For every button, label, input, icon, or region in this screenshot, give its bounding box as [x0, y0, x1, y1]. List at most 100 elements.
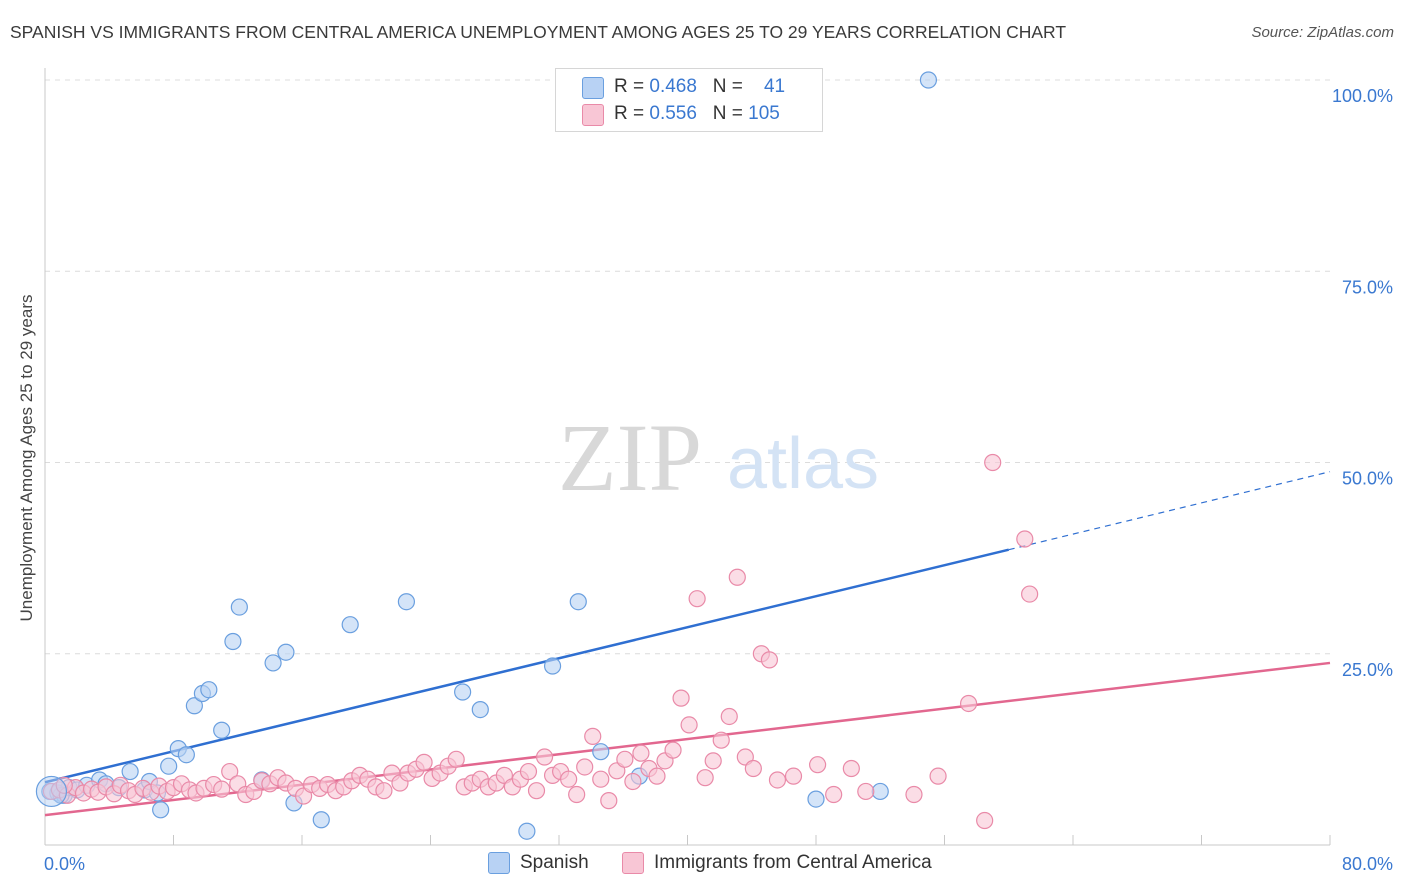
point-spanish: [592, 743, 610, 761]
point-immigrants: [1021, 585, 1039, 603]
watermark-zip: ZIP: [558, 404, 702, 511]
legend-swatch-immigrants: [622, 852, 644, 874]
point-spanish: [264, 654, 282, 672]
point-immigrants: [672, 689, 690, 707]
watermark: ZIP atlas: [558, 404, 879, 511]
x-tick-label: 0.0%: [44, 854, 85, 874]
legend-r-value: 0.556: [649, 103, 697, 124]
point-immigrants: [929, 767, 947, 785]
point-immigrants: [712, 731, 730, 749]
point-immigrants: [728, 568, 746, 586]
legend-n-label: N =: [712, 103, 749, 124]
point-immigrants: [447, 750, 465, 768]
legend-n-label: N =: [712, 76, 749, 97]
point-spanish: [518, 822, 536, 840]
point-spanish: [312, 811, 330, 829]
gridlines: [45, 79, 1330, 655]
legend-swatch-blue: [582, 77, 604, 99]
point-spanish: [277, 643, 295, 661]
tick-labels: 100.0% 75.0% 50.0% 25.0% 0.0% 80.0%: [44, 86, 1393, 874]
point-immigrants: [680, 716, 698, 734]
point-spanish: [230, 598, 248, 616]
legend-n-value: 105: [748, 103, 780, 124]
point-spanish: [569, 593, 587, 611]
point-spanish: [177, 746, 195, 764]
point-immigrants: [600, 792, 618, 810]
point-immigrants: [535, 748, 554, 766]
point-spanish: [543, 657, 562, 675]
y-tick-label: 50.0%: [1342, 469, 1393, 489]
y-tick-label: 25.0%: [1342, 660, 1393, 680]
point-immigrants: [744, 759, 762, 778]
x-tick-label: 80.0%: [1342, 854, 1393, 874]
data-points: [35, 71, 1039, 840]
point-spanish: [35, 775, 68, 808]
chart-title: SPANISH VS IMMIGRANTS FROM CENTRAL AMERI…: [10, 22, 1067, 42]
point-immigrants: [375, 782, 393, 800]
y-tick-label: 75.0%: [1342, 277, 1393, 297]
point-immigrants: [768, 771, 787, 789]
point-immigrants: [720, 707, 738, 726]
point-immigrants: [560, 770, 578, 788]
point-immigrants: [760, 651, 779, 669]
point-immigrants: [415, 753, 433, 771]
point-immigrants: [527, 782, 546, 800]
point-immigrants: [568, 785, 586, 804]
point-spanish: [152, 801, 170, 819]
watermark-atlas: atlas: [727, 424, 879, 504]
point-immigrants: [648, 767, 666, 785]
point-immigrants: [664, 741, 682, 759]
point-immigrants: [825, 785, 843, 804]
point-spanish: [213, 721, 231, 739]
legend-r-label: R =: [614, 76, 650, 97]
point-immigrants: [221, 762, 239, 781]
trend-line-spanish: [44, 548, 1010, 784]
point-spanish: [871, 782, 889, 801]
point-spanish: [200, 681, 218, 699]
point-immigrants: [576, 758, 594, 776]
series-legend: Spanish Immigrants from Central America: [0, 852, 1406, 878]
point-immigrants: [857, 782, 875, 801]
point-immigrants: [959, 694, 978, 713]
point-immigrants: [809, 756, 827, 774]
point-immigrants: [688, 590, 706, 608]
point-spanish: [807, 790, 825, 808]
point-immigrants: [984, 453, 1002, 472]
legend-item-immigrants[interactable]: Immigrants from Central America: [622, 852, 932, 874]
point-spanish: [121, 762, 139, 781]
point-immigrants: [696, 769, 714, 787]
point-spanish: [471, 700, 489, 719]
point-immigrants: [592, 770, 610, 788]
point-immigrants: [632, 744, 650, 762]
point-immigrants: [784, 767, 803, 785]
legend-label-spanish: Spanish: [520, 852, 589, 873]
point-immigrants: [624, 772, 642, 791]
point-immigrants: [704, 752, 722, 770]
point-spanish: [160, 757, 178, 775]
point-immigrants: [213, 780, 231, 798]
legend-n-value: 41: [763, 76, 786, 97]
legend-swatch-spanish: [488, 852, 510, 874]
axes: [44, 68, 1331, 846]
point-immigrants: [616, 750, 634, 768]
point-spanish: [341, 616, 359, 634]
y-axis-label: Unemployment Among Ages 25 to 29 years: [17, 294, 36, 622]
point-immigrants: [1016, 530, 1034, 548]
point-spanish: [919, 71, 938, 89]
point-spanish: [224, 632, 242, 651]
point-immigrants: [519, 762, 538, 781]
legend-label-immigrants: Immigrants from Central America: [654, 852, 932, 873]
point-immigrants: [584, 727, 602, 745]
legend-swatch-pink: [582, 104, 604, 126]
point-immigrants: [842, 759, 860, 778]
correlation-legend: R = 0.468 N = 41 R = 0.556 N = 105: [555, 68, 823, 132]
point-spanish: [397, 593, 416, 611]
point-immigrants: [905, 785, 923, 804]
source-label: Source: ZipAtlas.com: [1251, 24, 1394, 41]
trend-line-spanish-extension: [1008, 471, 1331, 551]
point-immigrants: [976, 811, 994, 830]
legend-item-spanish[interactable]: Spanish: [488, 852, 589, 874]
point-spanish: [185, 697, 203, 715]
legend-r-label: R =: [614, 103, 650, 124]
